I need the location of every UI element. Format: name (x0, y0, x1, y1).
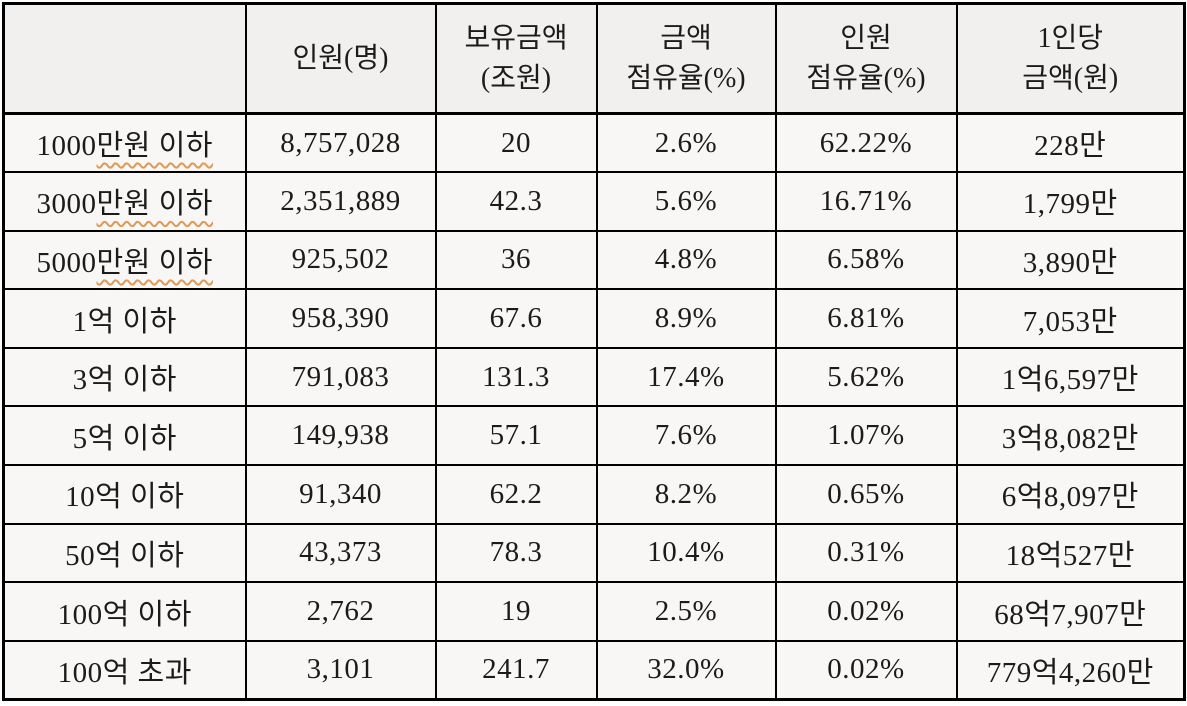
table-row: 3000만원 이하 2,351,889 42.3 5.6% 16.71% 1,7… (2, 171, 1186, 232)
row-label-cell: 5000만원 이하 (2, 229, 247, 291)
row-label-cell: 3000만원 이하 (2, 171, 247, 232)
cell-per-capita: 6억8,097만 (955, 464, 1186, 525)
table-row: 3억 이하 791,083 131.3 17.4% 5.62% 1억6,597만 (2, 346, 1186, 408)
cell-amount-share: 7.6% (595, 405, 777, 467)
table-header: 인원(명) 보유금액 (조원) 금액 점유율(%) 인원 점유율(%) 1인당 … (2, 2, 1186, 115)
cell-per-capita: 1,799만 (955, 171, 1186, 232)
column-header-people-count: 인원(명) (244, 2, 437, 115)
cell-people-count: 43,373 (244, 522, 437, 584)
cell-holdings: 241.7 (434, 639, 598, 701)
cell-people-count: 149,938 (244, 405, 437, 467)
header-row: 인원(명) 보유금액 (조원) 금액 점유율(%) 인원 점유율(%) 1인당 … (2, 2, 1186, 115)
column-header-people-share: 인원 점유율(%) (774, 2, 958, 115)
cell-people-share: 62.22% (774, 112, 958, 174)
row-label-cell: 3억 이하 (2, 346, 247, 408)
cell-people-share: 0.02% (774, 639, 958, 701)
cell-per-capita: 68억7,907만 (955, 581, 1186, 642)
cell-people-count: 2,351,889 (244, 171, 437, 232)
row-label-cell: 5억 이하 (2, 405, 247, 467)
cell-people-share: 0.31% (774, 522, 958, 584)
cell-amount-share: 8.9% (595, 288, 777, 349)
cell-amount-share: 4.8% (595, 229, 777, 291)
cell-holdings: 67.6 (434, 288, 598, 349)
cell-amount-share: 2.6% (595, 112, 777, 174)
column-header-holdings: 보유금액 (조원) (434, 2, 598, 115)
row-label-text: 1000 (36, 130, 97, 163)
column-header-per-capita: 1인당 금액(원) (955, 2, 1186, 115)
cell-holdings: 131.3 (434, 346, 598, 408)
table-row: 1000만원 이하 8,757,028 20 2.6% 62.22% 228만 (2, 112, 1186, 174)
row-label-cell: 10억 이하 (2, 464, 247, 525)
row-label-cell: 50억 이하 (2, 522, 247, 584)
cell-people-count: 791,083 (244, 346, 437, 408)
cell-holdings: 62.2 (434, 464, 598, 525)
table-row: 10억 이하 91,340 62.2 8.2% 0.65% 6억8,097만 (2, 464, 1186, 525)
cell-people-share: 6.58% (774, 229, 958, 291)
cell-amount-share: 8.2% (595, 464, 777, 525)
cell-people-share: 0.65% (774, 464, 958, 525)
table-row: 50억 이하 43,373 78.3 10.4% 0.31% 18억527만 (2, 522, 1186, 584)
cell-amount-share: 17.4% (595, 346, 777, 408)
row-label-cell: 100억 초과 (2, 639, 247, 701)
cell-per-capita: 779억4,260만 (955, 639, 1186, 701)
row-label-misspelled-text: 만원 이하 (96, 246, 213, 279)
cell-holdings: 42.3 (434, 171, 598, 232)
row-label-misspelled-text: 만원 이하 (96, 130, 213, 163)
table-row: 5억 이하 149,938 57.1 7.6% 1.07% 3억8,082만 (2, 405, 1186, 467)
cell-people-share: 0.02% (774, 581, 958, 642)
cell-holdings: 20 (434, 112, 598, 174)
table-body: 1000만원 이하 8,757,028 20 2.6% 62.22% 228만 … (2, 112, 1186, 701)
cell-amount-share: 2.5% (595, 581, 777, 642)
cell-people-count: 8,757,028 (244, 112, 437, 174)
row-label-misspelled-text: 만원 이하 (96, 188, 213, 221)
cell-people-count: 2,762 (244, 581, 437, 642)
cell-people-share: 5.62% (774, 346, 958, 408)
cell-per-capita: 228만 (955, 112, 1186, 174)
cell-holdings: 19 (434, 581, 598, 642)
row-label-text: 3000 (36, 188, 97, 221)
cell-people-share: 6.81% (774, 288, 958, 349)
cell-people-share: 16.71% (774, 171, 958, 232)
cell-per-capita: 7,053만 (955, 288, 1186, 349)
row-label-cell: 100억 이하 (2, 581, 247, 642)
cell-amount-share: 5.6% (595, 171, 777, 232)
table-row: 1억 이하 958,390 67.6 8.9% 6.81% 7,053만 (2, 288, 1186, 349)
cell-amount-share: 32.0% (595, 639, 777, 701)
cell-holdings: 57.1 (434, 405, 598, 467)
row-label-cell: 1억 이하 (2, 288, 247, 349)
row-label-text: 5000 (36, 246, 97, 279)
table-row: 5000만원 이하 925,502 36 4.8% 6.58% 3,890만 (2, 229, 1186, 291)
cell-per-capita: 18억527만 (955, 522, 1186, 584)
cell-people-count: 958,390 (244, 288, 437, 349)
cell-amount-share: 10.4% (595, 522, 777, 584)
cell-per-capita: 3억8,082만 (955, 405, 1186, 467)
table-row: 100억 이하 2,762 19 2.5% 0.02% 68억7,907만 (2, 581, 1186, 642)
row-label-cell: 1000만원 이하 (2, 112, 247, 174)
column-header-amount-share: 금액 점유율(%) (595, 2, 777, 115)
cell-per-capita: 3,890만 (955, 229, 1186, 291)
cell-people-count: 3,101 (244, 639, 437, 701)
cell-people-count: 925,502 (244, 229, 437, 291)
cell-per-capita: 1억6,597만 (955, 346, 1186, 408)
cell-holdings: 78.3 (434, 522, 598, 584)
cell-holdings: 36 (434, 229, 598, 291)
column-header-bracket (2, 2, 247, 115)
cell-people-share: 1.07% (774, 405, 958, 467)
table-row: 100억 초과 3,101 241.7 32.0% 0.02% 779억4,26… (2, 639, 1186, 701)
cell-people-count: 91,340 (244, 464, 437, 525)
